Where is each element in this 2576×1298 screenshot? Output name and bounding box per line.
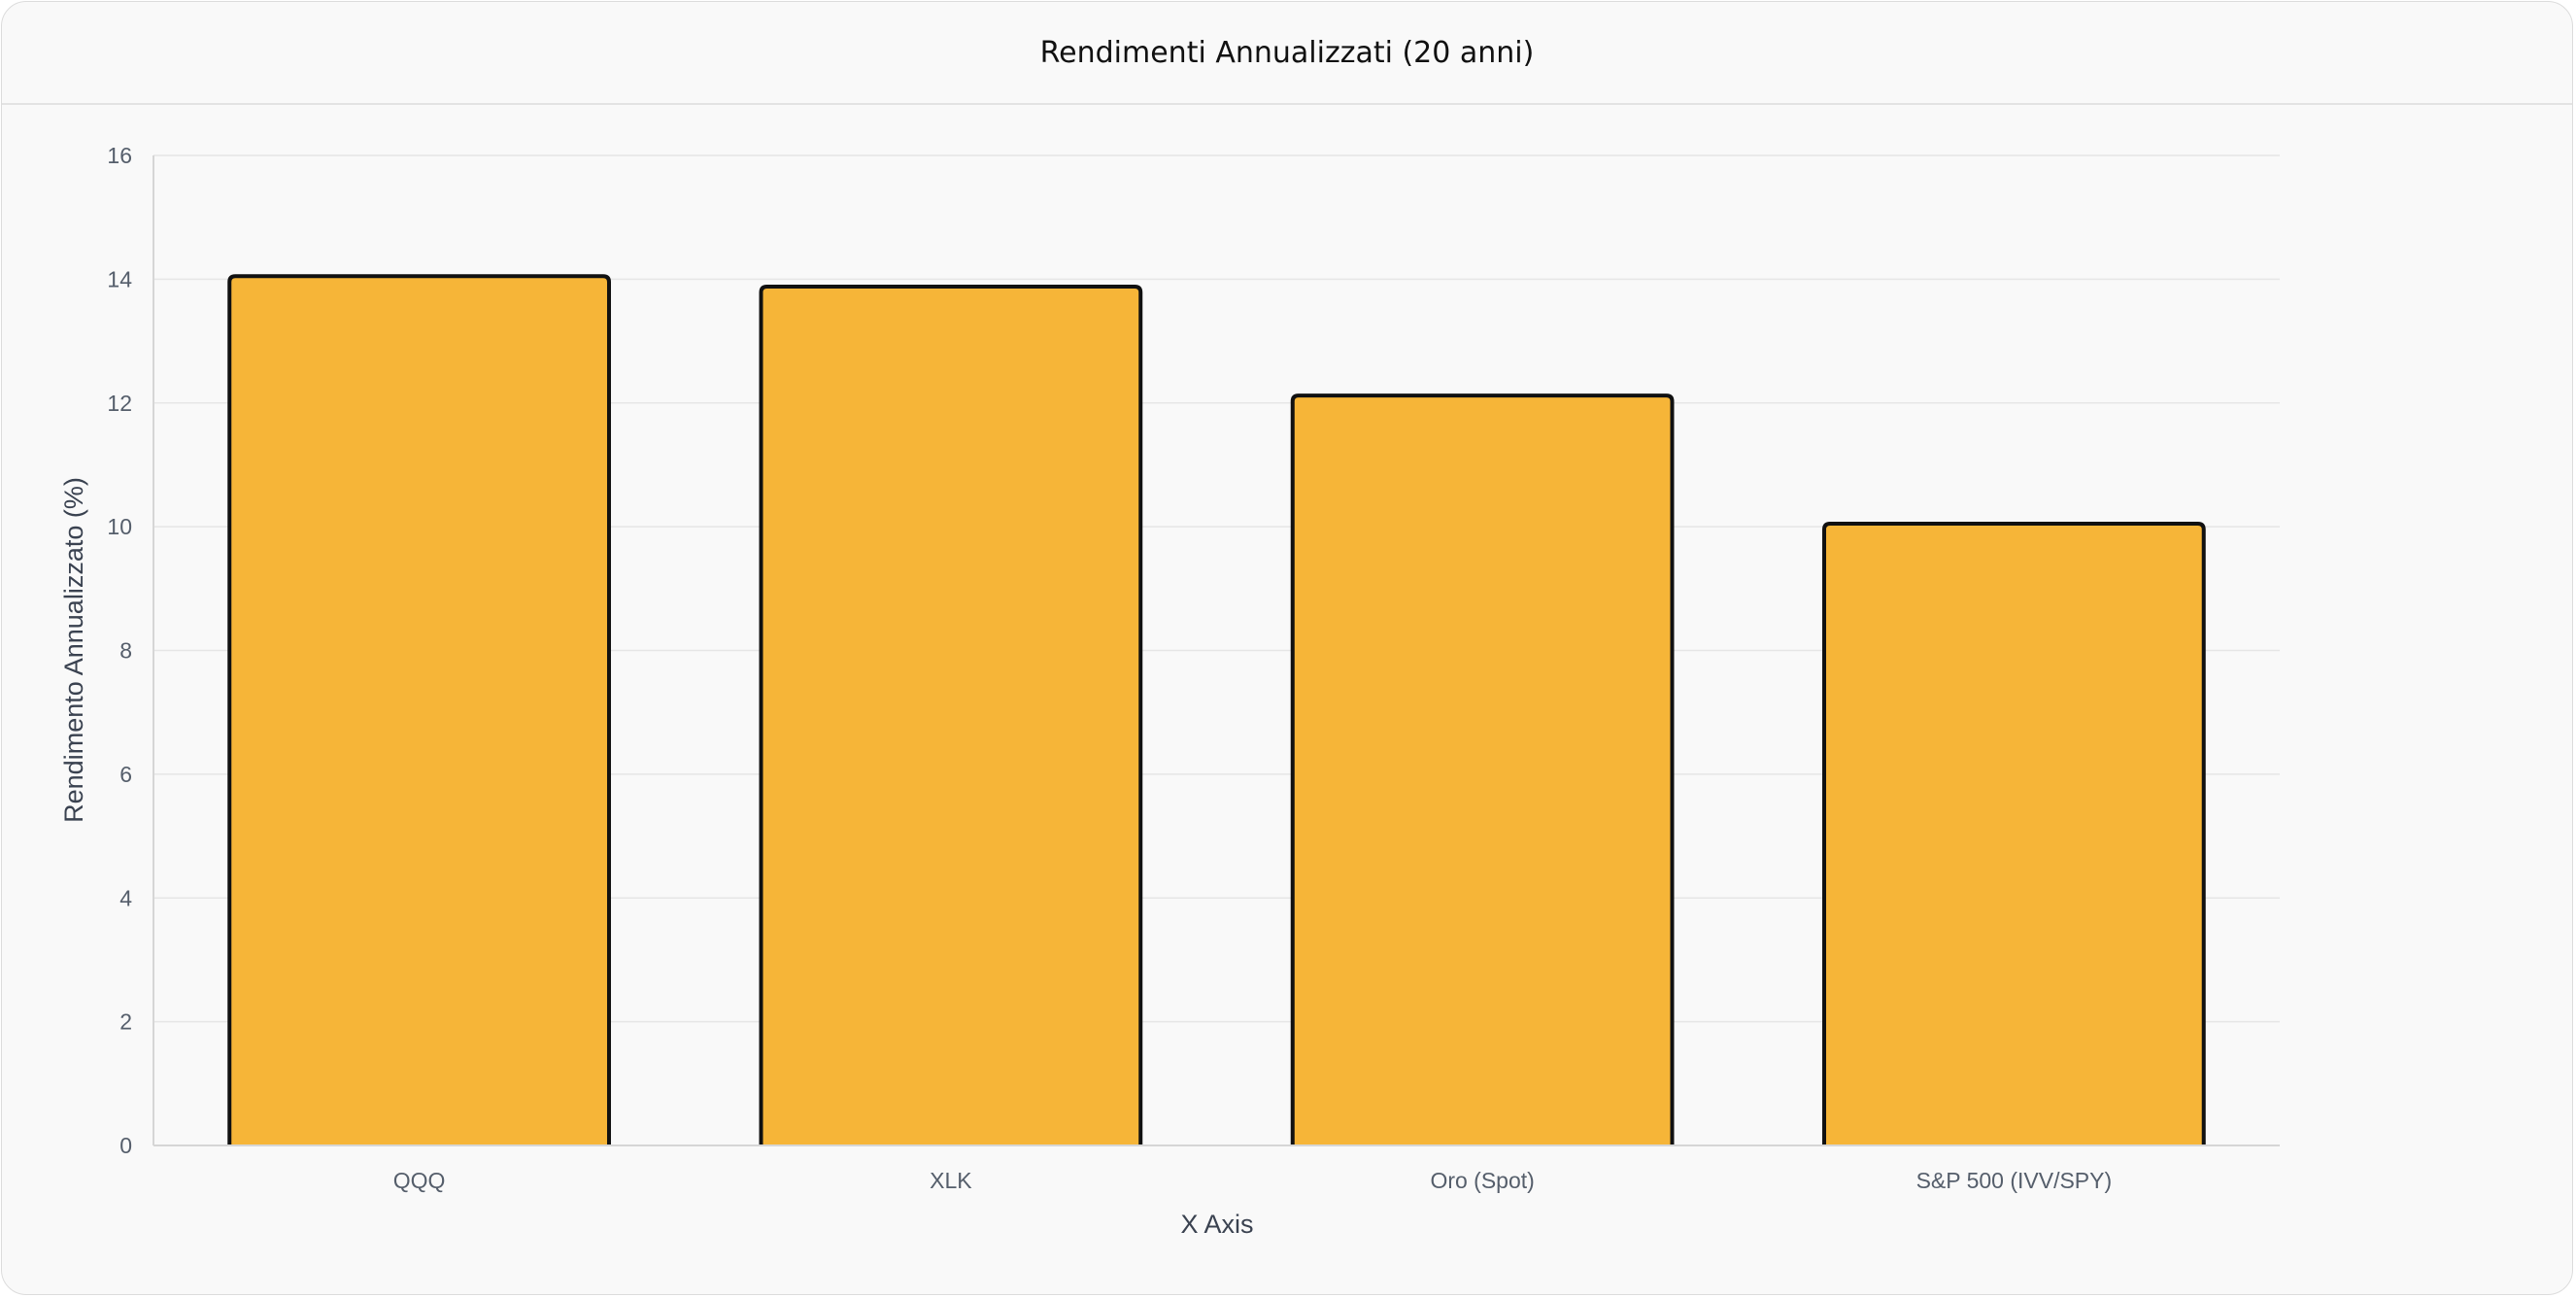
y-tick-label: 16	[107, 143, 132, 168]
bar[interactable]	[759, 285, 1143, 1145]
bar[interactable]	[227, 274, 611, 1145]
x-tick-label: Oro (Spot)	[1430, 1168, 1534, 1193]
x-axis: QQQ XLK Oro (Spot) S&P 500 (IVV/SPY)	[153, 1144, 2280, 1193]
bar[interactable]	[1290, 393, 1675, 1145]
bars	[227, 274, 2206, 1145]
chart-header: Rendimenti Annualizzati (20 anni)	[2, 2, 2572, 105]
y-tick-label: 0	[119, 1133, 132, 1158]
x-axis-title: X Axis	[1180, 1210, 1253, 1239]
y-axis-title: Rendimento Annualizzato (%)	[59, 477, 88, 823]
x-tick-label: S&P 500 (IVV/SPY)	[1916, 1168, 2113, 1193]
x-tick-label: XLK	[930, 1168, 972, 1193]
chart-title: Rendimenti Annualizzati (20 anni)	[1039, 35, 1535, 70]
y-axis: 0 2 4 6 8 10 12 14 16	[107, 143, 154, 1158]
y-tick-label: 2	[119, 1009, 132, 1035]
y-tick-label: 14	[107, 266, 132, 291]
y-tick-label: 12	[107, 391, 132, 416]
bar[interactable]	[1822, 521, 2206, 1145]
y-tick-label: 6	[119, 762, 132, 787]
x-tick-label: QQQ	[393, 1168, 446, 1193]
y-tick-label: 10	[107, 514, 132, 539]
y-tick-label: 4	[119, 885, 132, 910]
y-tick-label: 8	[119, 638, 132, 664]
